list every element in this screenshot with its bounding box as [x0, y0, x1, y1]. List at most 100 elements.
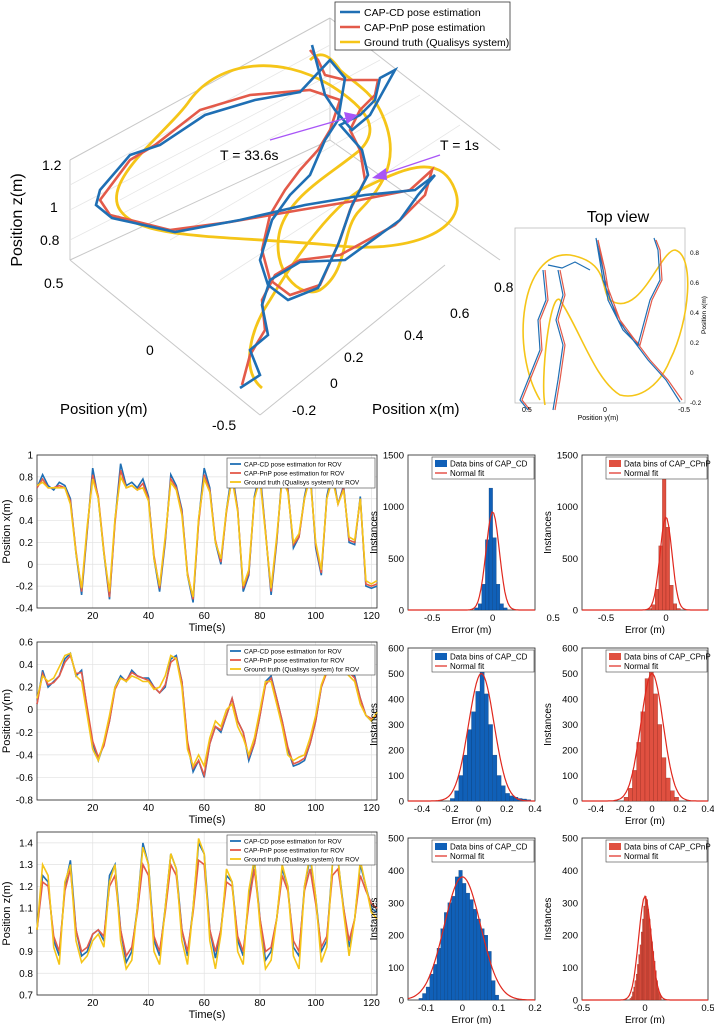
- top-y-tick-0: 0: [690, 370, 694, 377]
- histogram-bar: [657, 724, 662, 802]
- normal-fit-curve: [408, 511, 535, 611]
- y-tick-label: 400: [388, 695, 404, 706]
- y-tick-label: 100: [562, 771, 578, 782]
- x-axis-label: Error (m): [625, 816, 665, 827]
- y-tick-label: 0.7: [19, 991, 33, 1002]
- y-tick-label: 500: [562, 834, 578, 845]
- y-axis-label: Instances: [543, 703, 554, 746]
- y-tick-label: 0: [573, 606, 578, 617]
- y-tick-label: 300: [388, 898, 404, 909]
- y-tick-0: 0: [146, 342, 154, 358]
- top-x-tick-0.5: 0.5: [522, 407, 532, 414]
- legend-box: [605, 456, 708, 480]
- charts-layer: 20 40 60 80 100 120-0.4-0.200.20.40.60.81Time…: [1, 451, 714, 1024]
- histogram-bar: [488, 724, 493, 802]
- histogram-bar: [458, 870, 463, 1001]
- y-tick-label: 400: [562, 866, 578, 877]
- x-tick-label: 0.5: [701, 1003, 714, 1014]
- legend-swatch-bins: [435, 843, 447, 850]
- histogram-bar: [458, 775, 464, 802]
- chart-hist-z-cd: -0.1 0 0.1 0.2 0 100 200 300 400 500 Error (m) Inst…: [369, 834, 542, 1024]
- histogram-bar: [455, 876, 459, 1001]
- legend-entry: Ground truth (Qualisys system) for ROV: [244, 667, 360, 674]
- legend-swatch-bins: [609, 843, 621, 850]
- chart-hist-x-cd: -0.5 0 0.5 0 500 1000 1500 Error (m) Instances Da…: [369, 451, 560, 637]
- histogram-bar: [505, 793, 510, 802]
- y-tick-label: 0: [27, 560, 33, 571]
- histogram-bar: [509, 795, 514, 802]
- y-axis-label: Instances: [369, 511, 380, 554]
- y-tick-label: 1: [27, 451, 33, 462]
- y-tick-label: 0: [399, 606, 404, 617]
- normal-fit-curve: [582, 673, 708, 802]
- x-axis-label: Error (m): [452, 1015, 492, 1024]
- histogram-bar: [473, 909, 478, 1001]
- x-tick-label: 80: [254, 611, 266, 622]
- legend-entry: Ground truth (Qualisys system) for ROV: [244, 480, 360, 487]
- histogram-bar: [451, 896, 456, 1001]
- trajectory-cap-pnp: [98, 49, 435, 386]
- x-tick-label: 100: [307, 611, 324, 622]
- y-axis-label: Position y(m): [60, 401, 148, 418]
- histogram-bar: [632, 770, 637, 802]
- y-tick-label: 600: [562, 644, 578, 655]
- y-tick-label: 0: [573, 797, 578, 808]
- y-tick-label: 100: [388, 771, 404, 782]
- y-tick-label: 500: [388, 554, 404, 565]
- chart-hist-y-pnp: -0.4 -0.2 0 0.2 0.4 0 100 200 300 400 500 600 Error …: [543, 644, 714, 828]
- z-tick-1.2: 1.2: [42, 157, 62, 173]
- legend-3d: CAP-CD pose estimation CAP-PnP pose esti…: [334, 1, 511, 51]
- histogram-bar: [661, 757, 667, 802]
- y-tick-label: 200: [562, 931, 578, 942]
- plot-frame: [36, 454, 378, 609]
- y-tick-label: -0.2: [16, 728, 34, 739]
- legend: CAP-CD pose estimation for ROV CAP-PnP po…: [226, 644, 376, 676]
- x-tick-0.4: 0.4: [404, 327, 424, 343]
- histogram-bar: [500, 785, 506, 802]
- histogram-bar: [644, 678, 650, 802]
- top-y-tick-0.8: 0.8: [690, 250, 699, 257]
- histogram-bar: [496, 775, 502, 802]
- z-tick-1: 1: [50, 199, 58, 215]
- histogram-bar: [422, 993, 427, 1001]
- x-tick-label: 20: [87, 611, 99, 622]
- x-tick-label: 0: [490, 613, 495, 624]
- legend-entry: Ground truth (Qualisys system) for ROV: [244, 857, 360, 864]
- y-tick-label: -0.2: [16, 582, 34, 593]
- plot-frame: [36, 641, 378, 801]
- y-tick-label: 0.4: [19, 516, 33, 527]
- series-line-2: [36, 652, 378, 769]
- y-tick-label: -0.4: [16, 750, 34, 761]
- x-tick-label: 0: [642, 1003, 647, 1014]
- grid-lines: [69, 44, 461, 281]
- histogram-bar: [503, 607, 508, 611]
- x-axis-label: Error (m): [452, 625, 492, 636]
- x-tick-label: 0: [460, 1003, 465, 1014]
- legend-entry: Data bins of CAP_CD: [450, 460, 528, 469]
- histogram-bar: [632, 991, 634, 1001]
- histogram-bar: [481, 584, 486, 611]
- histogram-bar: [634, 980, 637, 1001]
- histogram-bar: [676, 608, 681, 611]
- y-tick-label: 0.2: [19, 538, 33, 549]
- legend-box: [605, 839, 708, 863]
- legend-entry: Data bins of CAP_CD: [450, 653, 528, 662]
- z-tick-0.8: 0.8: [40, 232, 60, 248]
- histogram-bar: [488, 487, 493, 611]
- y-tick-label: 200: [562, 746, 578, 757]
- y-tick-label: 300: [562, 720, 578, 731]
- normal-fit-curve: [582, 516, 708, 611]
- x-axis-label: Error (m): [625, 625, 665, 636]
- x-tick-label: 0: [649, 804, 654, 815]
- histogram-bar: [659, 996, 662, 1001]
- histogram-bar: [638, 954, 641, 1001]
- legend-box: [431, 649, 535, 673]
- histogram-bar: [669, 585, 674, 611]
- legend-entry: CAP-PnP pose estimation for ROV: [244, 658, 345, 665]
- x-tick-label: 120: [363, 611, 380, 622]
- y-tick-label: 1.1: [19, 904, 33, 915]
- y-axis-label: Position x(m): [1, 499, 13, 563]
- y-tick-label: 1000: [557, 502, 578, 513]
- normal-fit-curve: [407, 876, 536, 1001]
